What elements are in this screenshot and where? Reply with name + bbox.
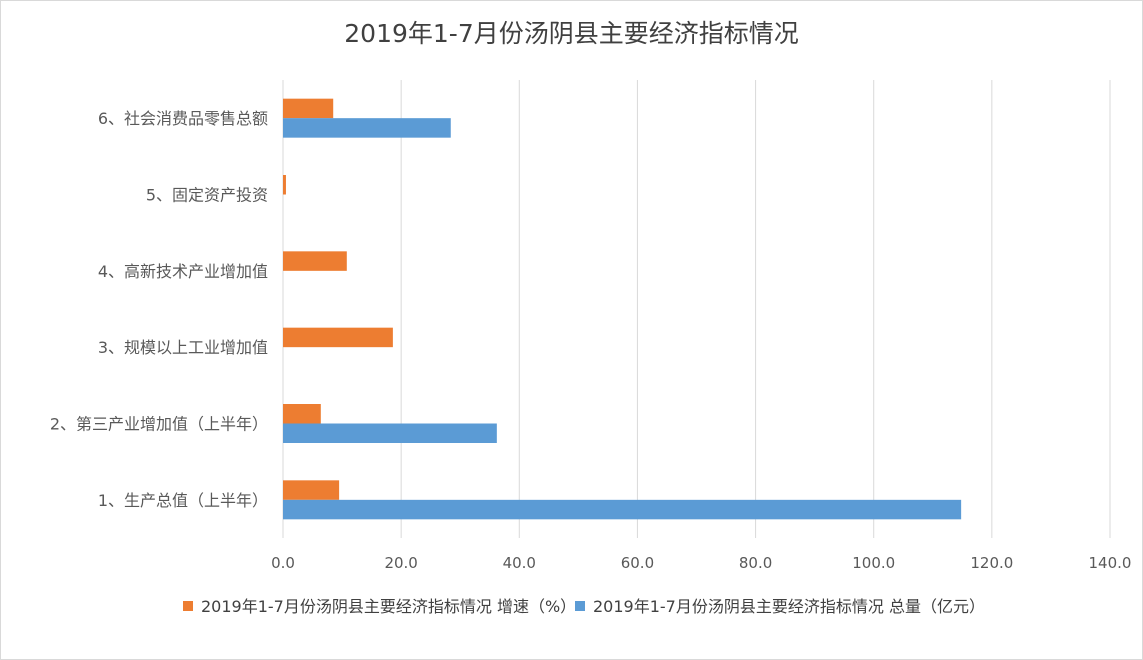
bar-growth (283, 327, 393, 348)
bar-growth (283, 480, 340, 500)
x-tick-label: 40.0 (503, 554, 536, 572)
chart-title: 2019年1-7月份汤阴县主要经济指标情况 (344, 19, 799, 48)
x-tick-label: 120.0 (970, 554, 1013, 572)
y-tick-label: 5、固定资产投资 (146, 186, 268, 205)
legend-label-growth: 2019年1-7月份汤阴县主要经济指标情况 增速（%） (201, 597, 577, 616)
bar-growth (283, 175, 286, 195)
y-tick-label: 1、生产总值（上半年） (98, 491, 268, 510)
y-tick-label: 6、社会消费品零售总额 (98, 109, 268, 128)
legend-label-total: 2019年1-7月份汤阴县主要经济指标情况 总量（亿元） (593, 597, 985, 616)
x-tick-label: 0.0 (271, 554, 295, 572)
bar-total (283, 423, 497, 443)
legend-swatch-growth (183, 601, 193, 611)
x-tick-label: 100.0 (852, 554, 895, 572)
x-tick-label: 140.0 (1089, 554, 1132, 572)
legend-item-growth: 2019年1-7月份汤阴县主要经济指标情况 增速（%） (183, 596, 591, 618)
legend-item-total: 2019年1-7月份汤阴县主要经济指标情况 总量（亿元） (575, 596, 985, 618)
bar-total (283, 118, 451, 138)
y-tick-label: 2、第三产业增加值（上半年） (50, 415, 268, 434)
x-tick-label: 20.0 (384, 554, 417, 572)
legend-swatch-total (575, 601, 585, 611)
y-tick-label: 4、高新技术产业增加值 (98, 262, 268, 281)
y-tick-label: 3、规模以上工业增加值 (98, 338, 268, 357)
bar-growth (283, 404, 321, 424)
bar-growth (283, 251, 347, 271)
x-tick-label: 80.0 (739, 554, 772, 572)
bar-growth (283, 98, 334, 119)
x-tick-label: 60.0 (621, 554, 654, 572)
bar-total (283, 499, 962, 520)
